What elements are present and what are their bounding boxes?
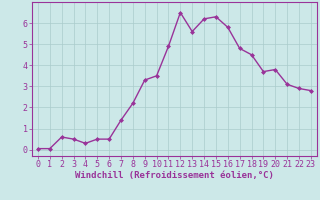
- X-axis label: Windchill (Refroidissement éolien,°C): Windchill (Refroidissement éolien,°C): [75, 171, 274, 180]
